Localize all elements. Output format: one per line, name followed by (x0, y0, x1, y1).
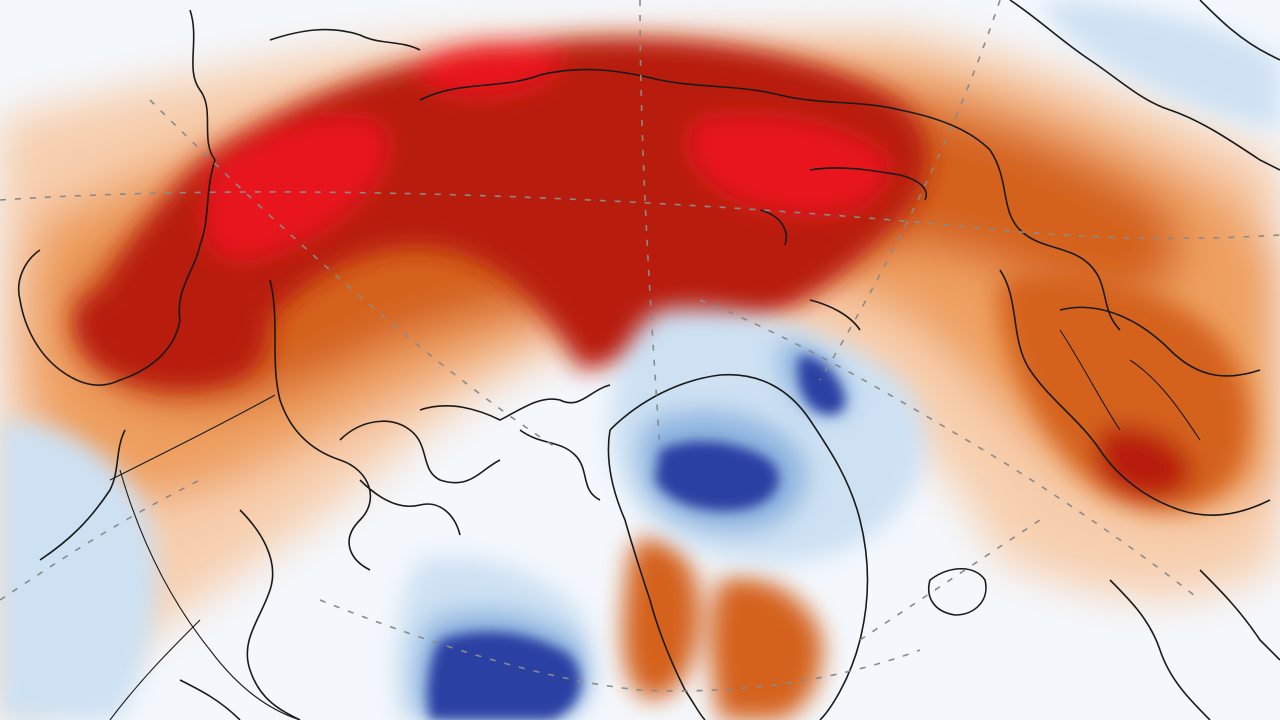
coastlines (18, 0, 1280, 720)
warm-anomaly-core (73, 37, 928, 391)
warm-greenland-tongue (622, 538, 823, 720)
country-borders (109, 329, 1201, 720)
cold-anomaly-core (427, 355, 845, 720)
graticule (0, 0, 1280, 692)
